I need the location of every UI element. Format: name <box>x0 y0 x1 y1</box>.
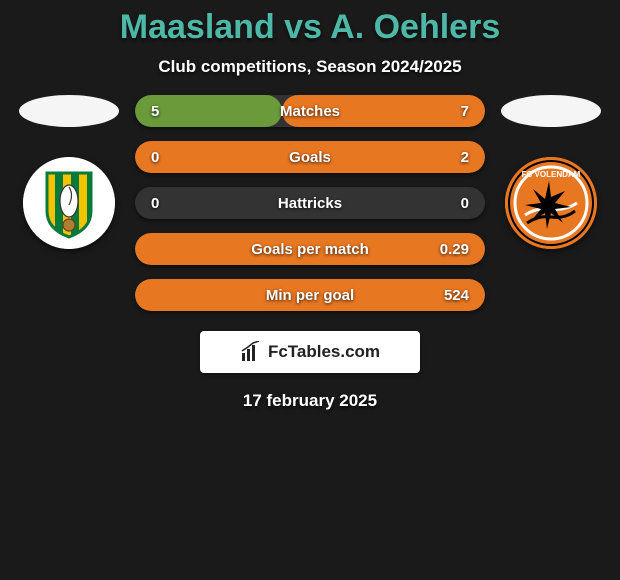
stat-value-left: 0 <box>135 195 205 212</box>
stat-label: Hattricks <box>205 195 415 212</box>
branding-badge[interactable]: FcTables.com <box>200 331 420 373</box>
subtitle: Club competitions, Season 2024/2025 <box>0 57 620 77</box>
stat-value-right: 524 <box>415 287 485 304</box>
stat-row: Goals per match0.29 <box>135 233 485 265</box>
stat-label: Matches <box>205 103 415 120</box>
team-badge-left <box>23 157 115 249</box>
branding-text: FcTables.com <box>268 342 380 362</box>
stat-value-left: 5 <box>135 103 205 120</box>
shield-icon: FC VOLENDAM <box>505 157 597 249</box>
chart-icon <box>240 341 262 363</box>
page-title: Maasland vs A. Oehlers <box>0 0 620 47</box>
stat-value-right: 2 <box>415 149 485 166</box>
stat-row: 5Matches7 <box>135 95 485 127</box>
team-badge-right: FC VOLENDAM <box>505 157 597 249</box>
stats-table: 5Matches70Goals20Hattricks0Goals per mat… <box>135 95 485 311</box>
svg-text:FC VOLENDAM: FC VOLENDAM <box>522 170 581 179</box>
shield-icon <box>23 157 115 249</box>
stat-label: Min per goal <box>205 287 415 304</box>
stat-value-right: 7 <box>415 103 485 120</box>
side-left <box>19 95 119 249</box>
stat-value-right: 0 <box>415 195 485 212</box>
stat-row: Min per goal524 <box>135 279 485 311</box>
comparison-content: 5Matches70Goals20Hattricks0Goals per mat… <box>0 95 620 311</box>
stat-label: Goals per match <box>205 241 415 258</box>
date-label: 17 february 2025 <box>0 391 620 411</box>
stat-value-left: 0 <box>135 149 205 166</box>
stat-value-right: 0.29 <box>415 241 485 258</box>
side-right: FC VOLENDAM <box>501 95 601 249</box>
stat-label: Goals <box>205 149 415 166</box>
player-photo-left <box>19 95 119 127</box>
stat-row: 0Hattricks0 <box>135 187 485 219</box>
stat-row: 0Goals2 <box>135 141 485 173</box>
player-photo-right <box>501 95 601 127</box>
